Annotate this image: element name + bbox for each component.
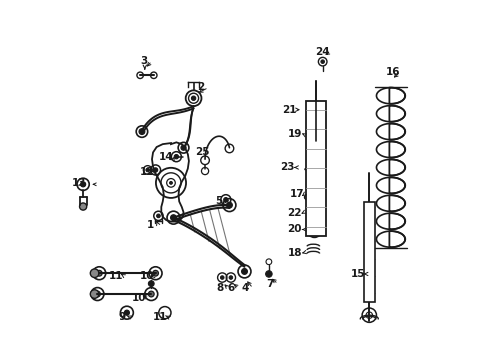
Circle shape xyxy=(139,129,144,134)
Circle shape xyxy=(148,291,154,297)
Circle shape xyxy=(314,132,317,135)
Ellipse shape xyxy=(307,194,320,200)
Text: 22: 22 xyxy=(287,208,301,218)
Text: 7: 7 xyxy=(266,279,273,289)
Ellipse shape xyxy=(308,107,323,113)
Circle shape xyxy=(152,270,158,276)
Text: 11: 11 xyxy=(153,312,167,322)
Text: 1: 1 xyxy=(146,220,154,230)
Circle shape xyxy=(81,182,85,187)
Text: 6: 6 xyxy=(227,283,234,293)
Circle shape xyxy=(174,154,178,159)
Bar xyxy=(305,101,325,235)
Ellipse shape xyxy=(304,193,324,202)
Circle shape xyxy=(169,181,172,184)
Circle shape xyxy=(191,96,195,100)
Text: 25: 25 xyxy=(195,147,209,157)
Text: 16: 16 xyxy=(385,67,399,77)
Text: 23: 23 xyxy=(280,162,294,172)
Circle shape xyxy=(304,168,305,170)
Text: 18: 18 xyxy=(287,248,302,258)
Circle shape xyxy=(153,168,158,172)
Circle shape xyxy=(313,229,315,231)
Text: 2: 2 xyxy=(197,82,204,93)
Circle shape xyxy=(94,291,100,297)
Text: 10: 10 xyxy=(140,271,154,281)
Text: 3: 3 xyxy=(140,56,147,66)
Text: 11: 11 xyxy=(109,271,123,281)
Text: 4: 4 xyxy=(241,283,248,293)
Text: 24: 24 xyxy=(315,46,329,57)
Circle shape xyxy=(148,281,154,287)
Text: 17: 17 xyxy=(289,189,304,199)
Circle shape xyxy=(241,269,247,274)
Circle shape xyxy=(220,276,224,279)
Text: 15: 15 xyxy=(350,269,365,279)
Circle shape xyxy=(265,271,271,277)
Circle shape xyxy=(145,168,149,172)
Text: 5: 5 xyxy=(215,196,222,206)
Circle shape xyxy=(156,214,160,218)
Circle shape xyxy=(223,198,227,202)
Circle shape xyxy=(320,60,324,63)
Text: 21: 21 xyxy=(282,105,296,115)
Bar xyxy=(363,202,374,302)
Circle shape xyxy=(90,269,99,278)
Circle shape xyxy=(124,310,129,315)
Text: 8: 8 xyxy=(216,283,224,293)
Text: 10: 10 xyxy=(131,293,145,303)
Circle shape xyxy=(90,290,99,298)
Ellipse shape xyxy=(311,108,320,112)
Circle shape xyxy=(181,145,185,150)
Text: 12: 12 xyxy=(140,167,154,177)
Text: 20: 20 xyxy=(287,225,301,234)
Text: 14: 14 xyxy=(159,152,173,162)
Circle shape xyxy=(228,276,232,279)
Circle shape xyxy=(96,270,102,276)
Text: 9: 9 xyxy=(118,312,125,322)
Text: 13: 13 xyxy=(72,178,86,188)
Circle shape xyxy=(80,203,86,210)
Text: 19: 19 xyxy=(287,129,302,139)
Circle shape xyxy=(170,215,176,221)
Circle shape xyxy=(226,202,232,208)
